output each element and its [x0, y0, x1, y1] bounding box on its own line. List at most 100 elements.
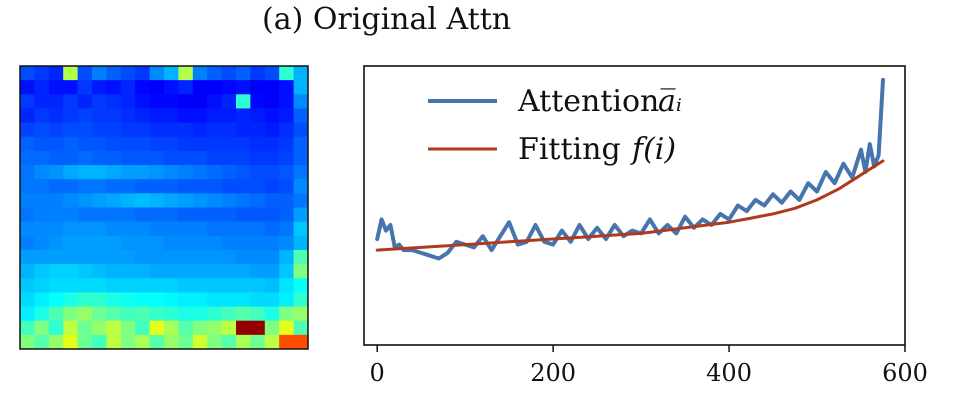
- heatmap-cell: [77, 207, 93, 223]
- heatmap-cell: [192, 306, 208, 322]
- heatmap-cell: [63, 320, 78, 336]
- heatmap-cell: [192, 193, 208, 208]
- heatmap-cell: [279, 278, 294, 293]
- heatmap-cell: [48, 306, 64, 322]
- heatmap-cell: [221, 320, 237, 336]
- heatmap-cell: [207, 108, 222, 123]
- heatmap-cell: [207, 150, 222, 166]
- heatmap-cell: [221, 235, 237, 251]
- heatmap-cell: [149, 122, 165, 138]
- heatmap-cell: [77, 221, 93, 237]
- heatmap-cell: [236, 207, 251, 223]
- heatmap-cell: [135, 122, 150, 138]
- heatmap-cell: [77, 235, 93, 251]
- heatmap-cell: [221, 207, 237, 223]
- heatmap-cell: [178, 94, 194, 109]
- heatmap-cell: [48, 179, 64, 194]
- heatmap-cell: [63, 264, 78, 279]
- heatmap-cell: [77, 292, 93, 307]
- heatmap-cell: [120, 193, 136, 208]
- heatmap-cell: [48, 207, 64, 223]
- heatmap-cell: [63, 136, 78, 152]
- heatmap-cell: [264, 207, 280, 223]
- heatmap-cell: [48, 278, 64, 293]
- heatmap-cell: [135, 150, 150, 166]
- heatmap-cell: [77, 334, 93, 350]
- heatmap-cell: [279, 122, 294, 138]
- heatmap-cell: [264, 221, 280, 237]
- heatmap-cell: [48, 235, 64, 251]
- heatmap-cell: [63, 80, 78, 95]
- heatmap-cell: [48, 221, 64, 237]
- heatmap-cell: [135, 278, 150, 293]
- heatmap-cell: [279, 235, 294, 251]
- heatmap-cell: [135, 207, 150, 223]
- heatmap-cell: [120, 165, 136, 180]
- heatmap-cell: [20, 66, 35, 81]
- heatmap-cell: [164, 179, 179, 194]
- heatmap-cell: [34, 264, 50, 279]
- heatmap-cell: [221, 179, 237, 194]
- heatmap-cell: [34, 249, 50, 265]
- heatmap-cell: [48, 292, 64, 307]
- heatmap-cell: [20, 136, 35, 152]
- heatmap-cell: [20, 306, 35, 322]
- heatmap-cell: [106, 221, 122, 237]
- heatmap-cell: [279, 249, 294, 265]
- heatmap-cell: [48, 320, 64, 336]
- x-tick-label: 200: [530, 359, 576, 387]
- heatmap-cell: [120, 249, 136, 265]
- heatmap-cell: [207, 80, 222, 95]
- heatmap-cell: [207, 207, 222, 223]
- heatmap-cell: [20, 221, 35, 237]
- heatmap-cell: [63, 334, 78, 350]
- heatmap-cell: [120, 221, 136, 237]
- heatmap-cell: [106, 94, 122, 109]
- heatmap-cell: [221, 66, 237, 81]
- heatmap-cell: [48, 94, 64, 109]
- heatmap-cell: [106, 193, 122, 208]
- heatmap-cell: [34, 221, 50, 237]
- heatmap-cell: [250, 235, 266, 251]
- heatmap-cell: [221, 165, 237, 180]
- heatmap-cell: [20, 193, 35, 208]
- heatmap-cell: [20, 292, 35, 307]
- x-tick-label: 0: [370, 359, 385, 387]
- heatmap-cell: [48, 80, 64, 95]
- heatmap-cell: [192, 278, 208, 293]
- heatmap-cell: [120, 80, 136, 95]
- heatmap-cell: [221, 264, 237, 279]
- heatmap-cell: [293, 136, 309, 152]
- heatmap-cell: [279, 320, 294, 336]
- heatmap-cell: [192, 66, 208, 81]
- heatmap-cell: [92, 320, 107, 336]
- heatmap-cell: [120, 334, 136, 350]
- heatmap-cell: [120, 122, 136, 138]
- heatmap-cell: [221, 136, 237, 152]
- heatmap-cell: [135, 334, 150, 350]
- heatmap-cell: [250, 249, 266, 265]
- heatmap-cell: [92, 136, 107, 152]
- heatmap-cell: [250, 207, 266, 223]
- heatmap-cell: [207, 193, 222, 208]
- heatmap-cell: [250, 264, 266, 279]
- legend-math-fitting: f(i): [630, 132, 676, 167]
- heatmap-cell: [92, 150, 107, 166]
- heatmap-cell: [178, 207, 194, 223]
- heatmap-cell: [279, 264, 294, 279]
- heatmap-cell: [48, 136, 64, 152]
- heatmap-cell: [92, 292, 107, 307]
- heatmap-cell: [48, 334, 64, 350]
- heatmap-cell: [164, 306, 179, 322]
- heatmap-cell: [63, 292, 78, 307]
- heatmap-cell: [135, 221, 150, 237]
- heatmap-cell: [279, 136, 294, 152]
- heatmap-cell: [120, 235, 136, 251]
- heatmap-cell: [77, 66, 93, 81]
- heatmap-cell: [207, 249, 222, 265]
- heatmap-cell: [192, 165, 208, 180]
- heatmap-cell: [77, 150, 93, 166]
- heatmap-cell: [63, 150, 78, 166]
- heatmap-cell: [92, 249, 107, 265]
- heatmap-cell: [164, 292, 179, 307]
